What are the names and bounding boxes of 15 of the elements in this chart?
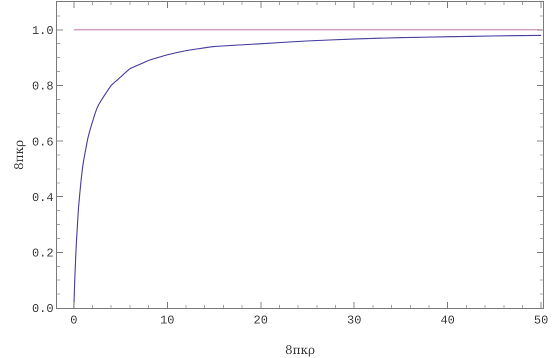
- y-tick-label: 0.0: [32, 302, 54, 316]
- x-tick-label: 30: [347, 313, 362, 328]
- y-tick-label: 0.6: [32, 135, 54, 150]
- x-axis-title: 8πκρ: [284, 343, 316, 357]
- y-tick-label: 0.2: [32, 246, 54, 261]
- y-axis-title: 8πκρ: [12, 140, 26, 170]
- x-tick-label: 20: [254, 313, 268, 328]
- y-tick-label: 0.8: [32, 80, 54, 94]
- x-tick-label: 50: [534, 313, 548, 328]
- x-tick-label: 0: [70, 313, 78, 328]
- y-tick-label: 1.0: [32, 24, 54, 38]
- line-series: [73, 34, 542, 308]
- y-tick-label: 0.4: [32, 190, 54, 205]
- x-tick-label: 10: [160, 313, 174, 328]
- x-tick-label: 40: [440, 313, 455, 328]
